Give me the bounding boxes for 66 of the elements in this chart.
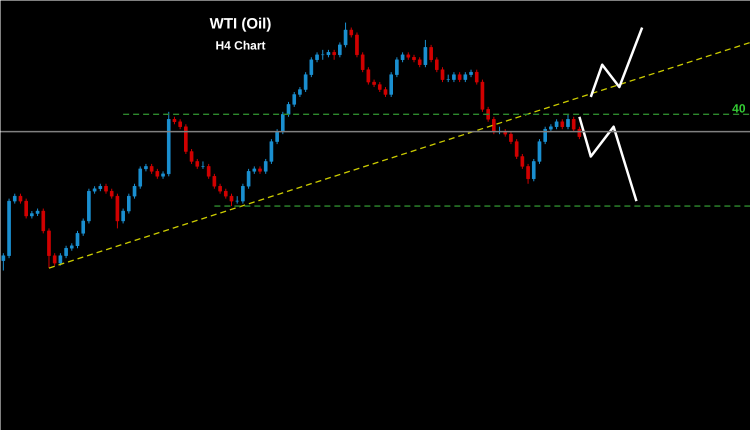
text: H4 Chart (215, 38, 266, 52)
candlestick (304, 72, 308, 93)
candlestick (566, 114, 570, 130)
candlestick (12, 193, 17, 204)
candlestick (292, 92, 296, 108)
candlestick (138, 166, 142, 190)
candlestick (224, 188, 228, 200)
candlestick (286, 101, 290, 118)
candlestick (429, 44, 433, 63)
candlestick (464, 72, 468, 83)
candlestick (121, 208, 125, 224)
candlestick (190, 148, 194, 164)
candlestick (281, 111, 285, 135)
candlestick (572, 116, 576, 132)
candlestick (18, 193, 22, 204)
candlestick (104, 183, 108, 194)
candlestick (349, 27, 354, 38)
candlestick (378, 82, 382, 93)
candlestick (360, 52, 364, 73)
candlestick (110, 188, 114, 200)
candlestick (270, 138, 274, 164)
candlestick (355, 32, 359, 58)
candlestick (315, 52, 319, 63)
candlestick (230, 193, 234, 207)
candlestick (424, 39, 428, 68)
candlestick (344, 22, 348, 48)
candlestick (418, 56, 422, 68)
candlestick (509, 131, 513, 145)
candlestick (132, 183, 136, 200)
candlestick (434, 56, 439, 73)
candlestick (178, 118, 182, 130)
candlestick (440, 66, 444, 83)
candlestick (52, 252, 56, 266)
candlestick (526, 163, 530, 184)
candlestick (452, 72, 456, 83)
candlestick (127, 193, 131, 214)
candlestick (41, 208, 46, 234)
candlestick (195, 158, 200, 170)
candlestick (532, 158, 536, 182)
candlestick (384, 86, 388, 98)
candlestick (150, 163, 154, 174)
candlestick (76, 230, 80, 249)
candlestick (560, 118, 564, 130)
candlestick (275, 128, 279, 145)
candlestick (156, 168, 160, 180)
candlestick (366, 66, 370, 86)
candlestick (206, 163, 210, 180)
candlestick (486, 106, 490, 122)
candlestick (58, 252, 62, 266)
candlestick (298, 86, 302, 98)
candlestick (474, 69, 479, 86)
annotation: 40 (732, 102, 746, 116)
candlestick (81, 218, 86, 236)
candlestick (24, 198, 28, 219)
candlestick (64, 245, 68, 259)
candlestick (310, 56, 314, 78)
candlestick (264, 158, 268, 174)
candlestick (332, 49, 336, 60)
candlestick (514, 138, 518, 160)
candlestick (538, 138, 542, 164)
candlestick (520, 154, 524, 170)
chart-title: WTI (Oil) (210, 16, 272, 32)
candlestick (338, 42, 342, 58)
candlestick (2, 252, 6, 272)
candlestick (389, 72, 394, 98)
candlestick (458, 72, 462, 83)
